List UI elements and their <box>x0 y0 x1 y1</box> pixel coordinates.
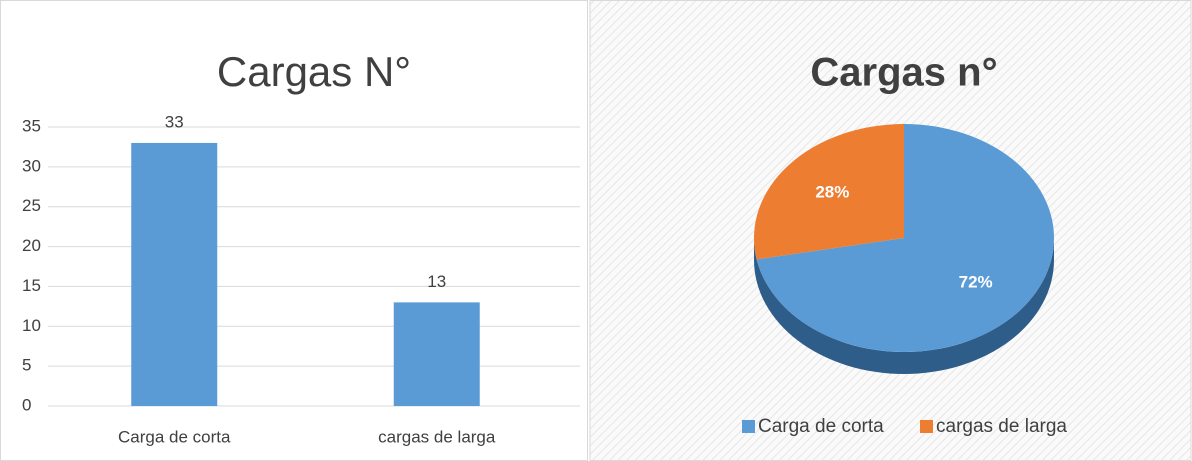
legend-swatch <box>742 420 755 433</box>
pie-slice <box>754 124 904 260</box>
data-label: 72% <box>959 273 993 292</box>
legend-label: Carga de corta <box>758 416 884 437</box>
y-tick-label: 0 <box>22 395 31 414</box>
x-tick-label: cargas de larga <box>378 427 496 446</box>
y-tick-label: 35 <box>22 116 41 135</box>
bar <box>393 302 480 406</box>
bar-panel <box>0 0 588 461</box>
chart-title: Cargas n° <box>810 51 997 95</box>
pie-side <box>754 238 1054 374</box>
x-tick-label: Carga de corta <box>118 427 231 446</box>
legend-label: cargas de larga <box>936 416 1067 437</box>
y-tick-label: 20 <box>22 236 41 255</box>
bar <box>131 142 218 406</box>
y-tick-label: 10 <box>22 316 41 335</box>
y-tick-label: 15 <box>22 276 41 295</box>
chart-title: Cargas N° <box>217 48 411 95</box>
y-tick-label: 25 <box>22 196 41 215</box>
data-label: 28% <box>815 182 849 201</box>
data-label: 13 <box>427 272 446 291</box>
data-label: 33 <box>165 112 184 131</box>
pie-slice <box>756 124 1055 352</box>
y-tick-label: 30 <box>22 156 41 175</box>
y-tick-label: 5 <box>22 356 31 375</box>
legend-swatch <box>920 420 933 433</box>
